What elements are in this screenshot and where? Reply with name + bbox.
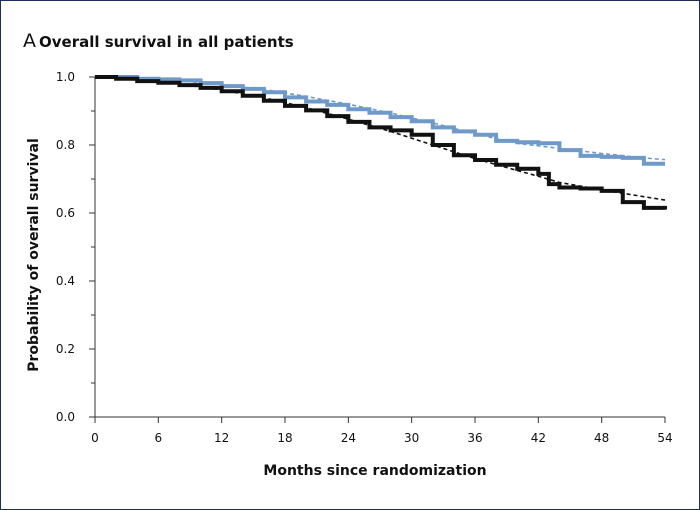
- x-tick-label: 36: [467, 431, 482, 445]
- x-axis-title: Months since randomization: [263, 463, 486, 479]
- panel-letter: A: [23, 30, 36, 52]
- x-tick-label: 6: [155, 431, 163, 445]
- fitted-dashed-curve: [94, 76, 666, 201]
- y-tick-label: 0.0: [56, 410, 75, 424]
- y-tick-label: 0.2: [56, 342, 75, 356]
- panel-title-text: Overall survival in all patients: [39, 33, 294, 51]
- x-tick-label: 12: [214, 431, 229, 445]
- x-tick-label: 42: [531, 431, 546, 445]
- fitted-dashed-curve: [94, 76, 666, 161]
- x-tick-label: 30: [404, 431, 419, 445]
- y-tick-label: 1.0: [56, 70, 75, 84]
- y-tick-label: 0.6: [56, 206, 75, 220]
- axis-labels: Months since randomization Probability of…: [26, 138, 487, 479]
- survival-curves: [94, 75, 667, 210]
- x-tick-label: 24: [341, 431, 356, 445]
- y-tick-label: 0.8: [56, 138, 75, 152]
- km-step-curve: [95, 75, 667, 210]
- y-axis-title: Probability of overall survival: [26, 138, 42, 372]
- axes: 0 6 12 18 24 30 36 42 48 54 0.0 0.2 0.4 0.6 0.8 1.0: [56, 70, 673, 445]
- x-tick-label: 48: [594, 431, 609, 445]
- y-tick-label: 0.4: [56, 274, 75, 288]
- x-tick-label: 0: [91, 431, 99, 445]
- km-step-curve: [95, 75, 665, 166]
- x-tick-label: 54: [657, 431, 672, 445]
- x-tick-label: 18: [277, 431, 292, 445]
- panel-title: A Overall survival in all patients: [23, 30, 294, 52]
